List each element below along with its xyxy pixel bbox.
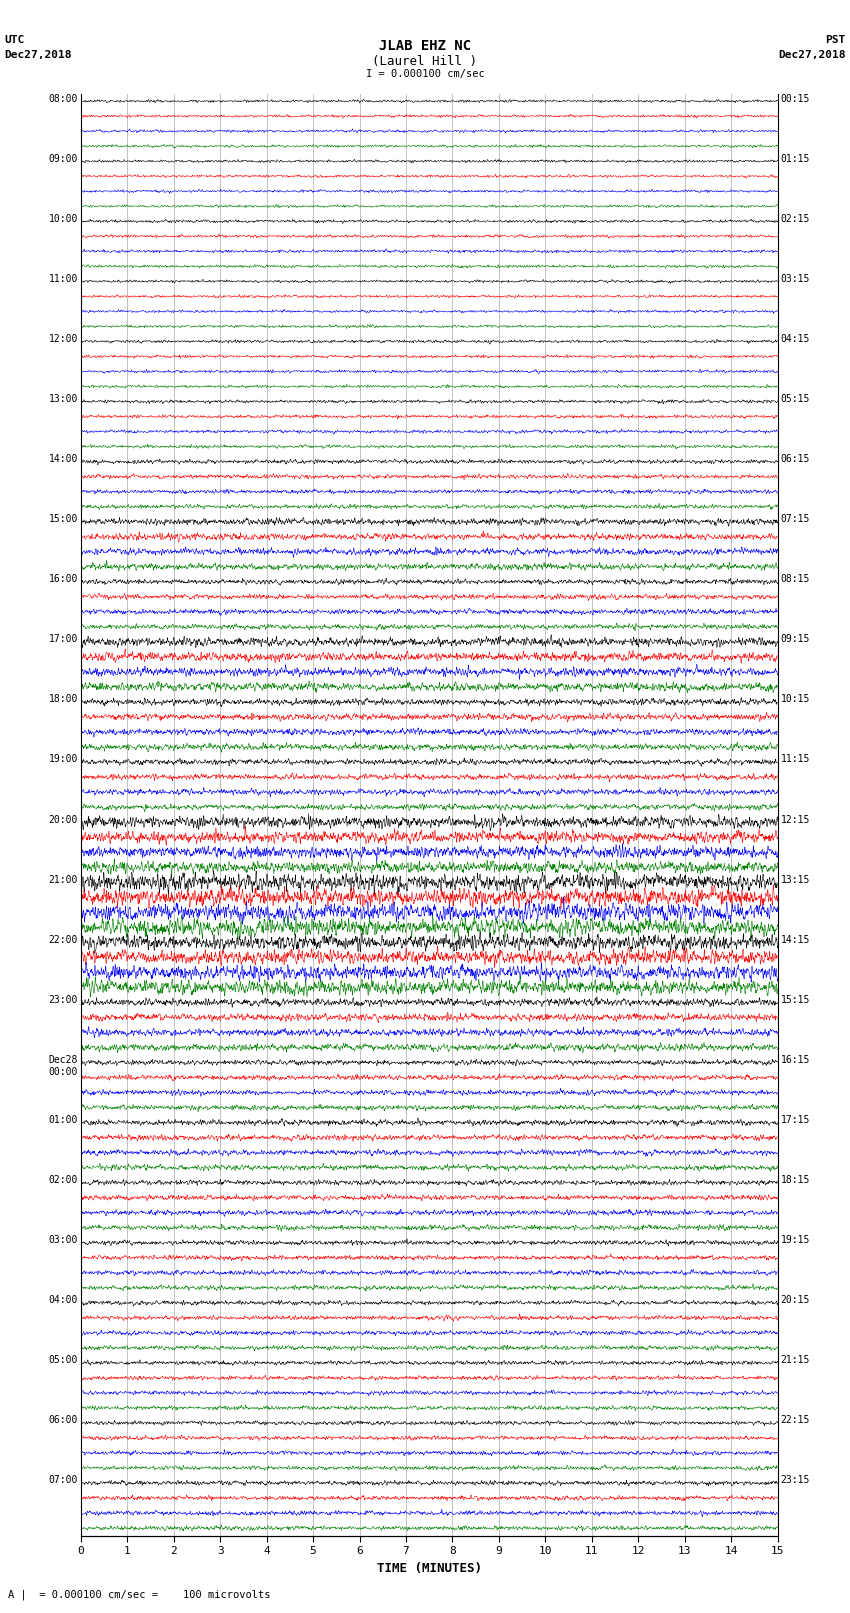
Text: PST: PST [825,35,846,45]
Text: JLAB EHZ NC: JLAB EHZ NC [379,39,471,53]
Text: Dec27,2018: Dec27,2018 [779,50,846,60]
Text: UTC: UTC [4,35,25,45]
Text: I = 0.000100 cm/sec: I = 0.000100 cm/sec [366,69,484,79]
Text: A |  = 0.000100 cm/sec =    100 microvolts: A | = 0.000100 cm/sec = 100 microvolts [8,1589,271,1600]
Text: (Laurel Hill ): (Laurel Hill ) [372,55,478,68]
X-axis label: TIME (MINUTES): TIME (MINUTES) [377,1561,482,1574]
Text: Dec27,2018: Dec27,2018 [4,50,71,60]
